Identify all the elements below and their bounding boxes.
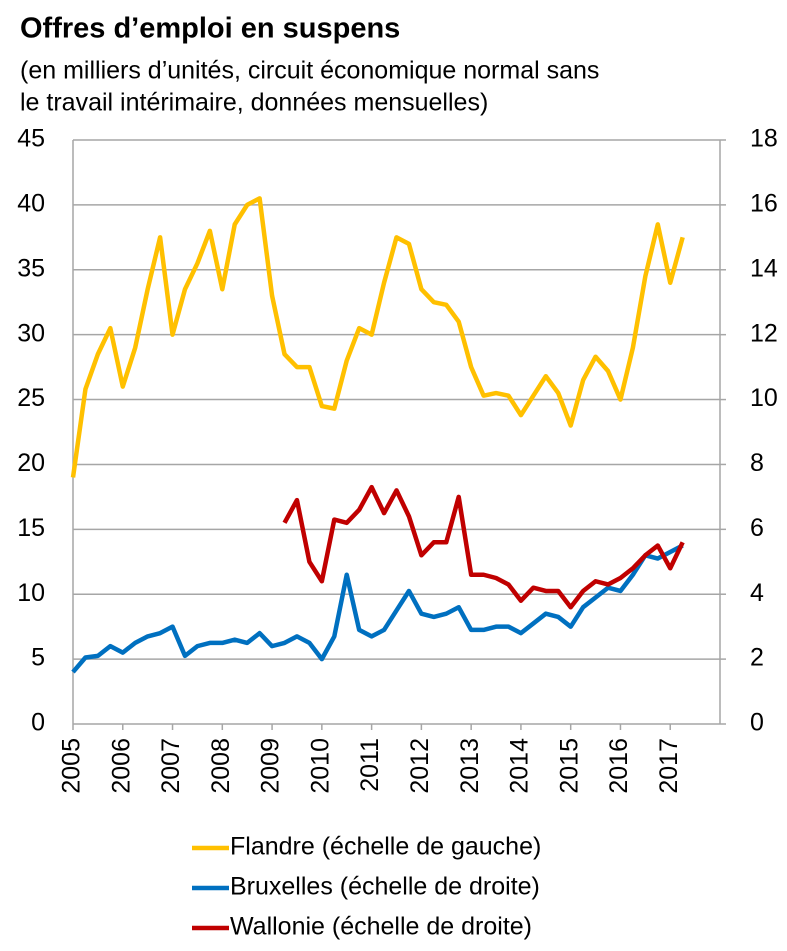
- y2-tick-label: 6: [750, 514, 764, 542]
- y-tick-label: 20: [17, 449, 45, 477]
- y-tick-label: 15: [17, 514, 45, 542]
- legend-label: Bruxelles (échelle de droite): [230, 873, 540, 901]
- x-tick-label: 2009: [257, 738, 285, 794]
- x-tick-label: 2007: [157, 738, 185, 794]
- x-tick-label: 2008: [207, 738, 235, 794]
- legend-label: Flandre (échelle de gauche): [230, 833, 541, 861]
- y-tick-label: 30: [17, 319, 45, 347]
- y-tick-label: 5: [31, 644, 45, 672]
- y-tick-label: 25: [17, 384, 45, 412]
- y-tick-label: 0: [31, 709, 45, 737]
- x-tick-label: 2012: [406, 738, 434, 794]
- y2-tick-label: 16: [750, 189, 778, 217]
- y2-tick-label: 10: [750, 384, 778, 412]
- x-tick-label: 2011: [356, 738, 384, 792]
- x-tick-label: 2015: [555, 738, 583, 794]
- y-tick-label: 10: [17, 579, 45, 607]
- y2-tick-label: 18: [750, 125, 778, 153]
- x-tick-label: 2017: [655, 738, 683, 794]
- legend-label: Wallonie (échelle de droite): [230, 913, 532, 941]
- y-tick-label: 40: [17, 189, 45, 217]
- x-tick-label: 2014: [506, 738, 534, 794]
- y-tick-label: 45: [17, 125, 45, 153]
- x-tick-label: 2005: [58, 738, 86, 794]
- x-tick-label: 2006: [107, 738, 135, 794]
- y-tick-label: 35: [17, 254, 45, 282]
- x-tick-label: 2013: [456, 738, 484, 794]
- series-line: [282, 484, 685, 610]
- y2-tick-label: 4: [750, 579, 764, 607]
- chart-title: Offres d’emploi en suspens: [20, 13, 400, 45]
- y2-tick-label: 12: [750, 319, 778, 347]
- series-line: [70, 196, 685, 478]
- y2-tick-label: 8: [750, 449, 764, 477]
- y2-tick-label: 2: [750, 644, 764, 672]
- y2-tick-label: 14: [750, 254, 778, 282]
- x-tick-label: 2016: [605, 738, 633, 794]
- x-tick-label: 2010: [306, 738, 334, 794]
- chart-subtitle: (en milliers d’unités, circuit économiqu…: [20, 57, 599, 85]
- chart-subtitle: le travail intérimaire, données mensuell…: [20, 89, 488, 117]
- y2-tick-label: 0: [750, 709, 764, 737]
- series-line: [71, 543, 684, 674]
